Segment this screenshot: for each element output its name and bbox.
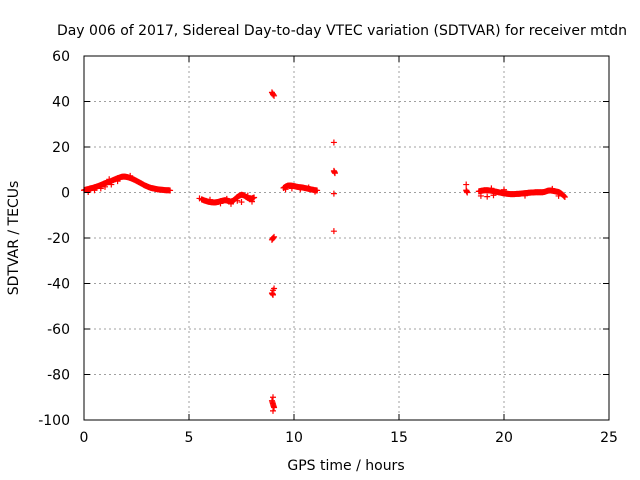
chart-title: Day 006 of 2017, Sidereal Day-to-day VTE… bbox=[57, 23, 627, 39]
data-point-plus bbox=[549, 185, 556, 192]
data-point-plus bbox=[108, 181, 115, 188]
data-point-plus bbox=[228, 200, 234, 207]
y-tick-label: -80 bbox=[47, 368, 70, 384]
data-point-plus bbox=[288, 185, 295, 192]
data-point-plus bbox=[297, 186, 304, 193]
data-point-plus bbox=[555, 192, 562, 199]
y-tick-label: -60 bbox=[47, 322, 70, 338]
data-point-plus bbox=[330, 139, 337, 146]
data-point-plus bbox=[102, 183, 108, 190]
data-point-plus bbox=[330, 228, 337, 235]
data-point-plus bbox=[501, 186, 507, 193]
x-tick-label: 0 bbox=[80, 430, 89, 446]
data-point-plus bbox=[238, 199, 245, 206]
data-point-plus bbox=[271, 285, 278, 292]
data-point-plus bbox=[522, 192, 528, 199]
data-point-plus bbox=[114, 178, 121, 185]
data-point-plus bbox=[271, 233, 278, 240]
data-points bbox=[81, 89, 568, 414]
data-point-plus bbox=[477, 192, 484, 199]
y-tick-label: -40 bbox=[47, 277, 70, 293]
y-tick-label: 40 bbox=[52, 95, 70, 111]
data-point-plus bbox=[244, 192, 251, 199]
y-tick-label: 20 bbox=[52, 140, 70, 156]
data-point-plus bbox=[106, 176, 113, 183]
x-tick-label: 10 bbox=[285, 430, 303, 446]
grid-lines bbox=[84, 56, 609, 420]
data-point-plus bbox=[331, 170, 338, 177]
data-point-plus bbox=[217, 200, 224, 207]
y-tick-label: -20 bbox=[47, 231, 70, 247]
data-point-plus bbox=[91, 187, 98, 194]
y-axis-title: SDTVAR / TECUs bbox=[6, 181, 22, 296]
data-point-plus bbox=[488, 185, 495, 192]
y-tick-label: -100 bbox=[38, 413, 70, 429]
data-point-plus bbox=[270, 291, 276, 298]
axis-ticks: 0 5 10 15 20 25 -100 -80 -60 -40 -20 0 20 40 60 bbox=[38, 49, 618, 446]
data-point-plus bbox=[270, 394, 276, 401]
x-tick-label: 5 bbox=[185, 430, 194, 446]
x-tick-label: 25 bbox=[600, 430, 618, 446]
data-point-plus bbox=[271, 404, 278, 411]
data-point-plus bbox=[196, 195, 203, 202]
data-point-plus bbox=[330, 190, 337, 197]
data-point-plus bbox=[270, 91, 277, 98]
data-point-plus bbox=[490, 192, 497, 199]
data-point-plus bbox=[270, 407, 276, 414]
data-point-plus bbox=[464, 189, 471, 196]
data-point-plus bbox=[270, 234, 277, 241]
data-point-plus bbox=[223, 195, 230, 202]
x-axis-title: GPS time / hours bbox=[287, 458, 404, 474]
y-tick-label: 0 bbox=[61, 186, 70, 202]
data-point-plus bbox=[305, 184, 312, 191]
x-tick-label: 20 bbox=[495, 430, 513, 446]
data-point-plus bbox=[207, 196, 213, 203]
data-point-plus bbox=[484, 193, 491, 200]
y-tick-label: 60 bbox=[52, 49, 70, 65]
data-point-plus bbox=[167, 187, 174, 194]
x-tick-label: 15 bbox=[390, 430, 408, 446]
data-point-plus bbox=[97, 185, 104, 192]
data-point-plus bbox=[251, 194, 258, 201]
data-point-plus bbox=[271, 92, 278, 99]
data-point-plus bbox=[127, 172, 134, 179]
data-point-plus bbox=[249, 198, 255, 205]
data-point-plus bbox=[234, 197, 241, 204]
data-point-plus bbox=[312, 188, 318, 195]
data-point-plus bbox=[561, 193, 568, 200]
data-point-plus bbox=[463, 181, 470, 188]
data-point-plus bbox=[282, 186, 289, 193]
data-point-plus bbox=[561, 194, 568, 201]
